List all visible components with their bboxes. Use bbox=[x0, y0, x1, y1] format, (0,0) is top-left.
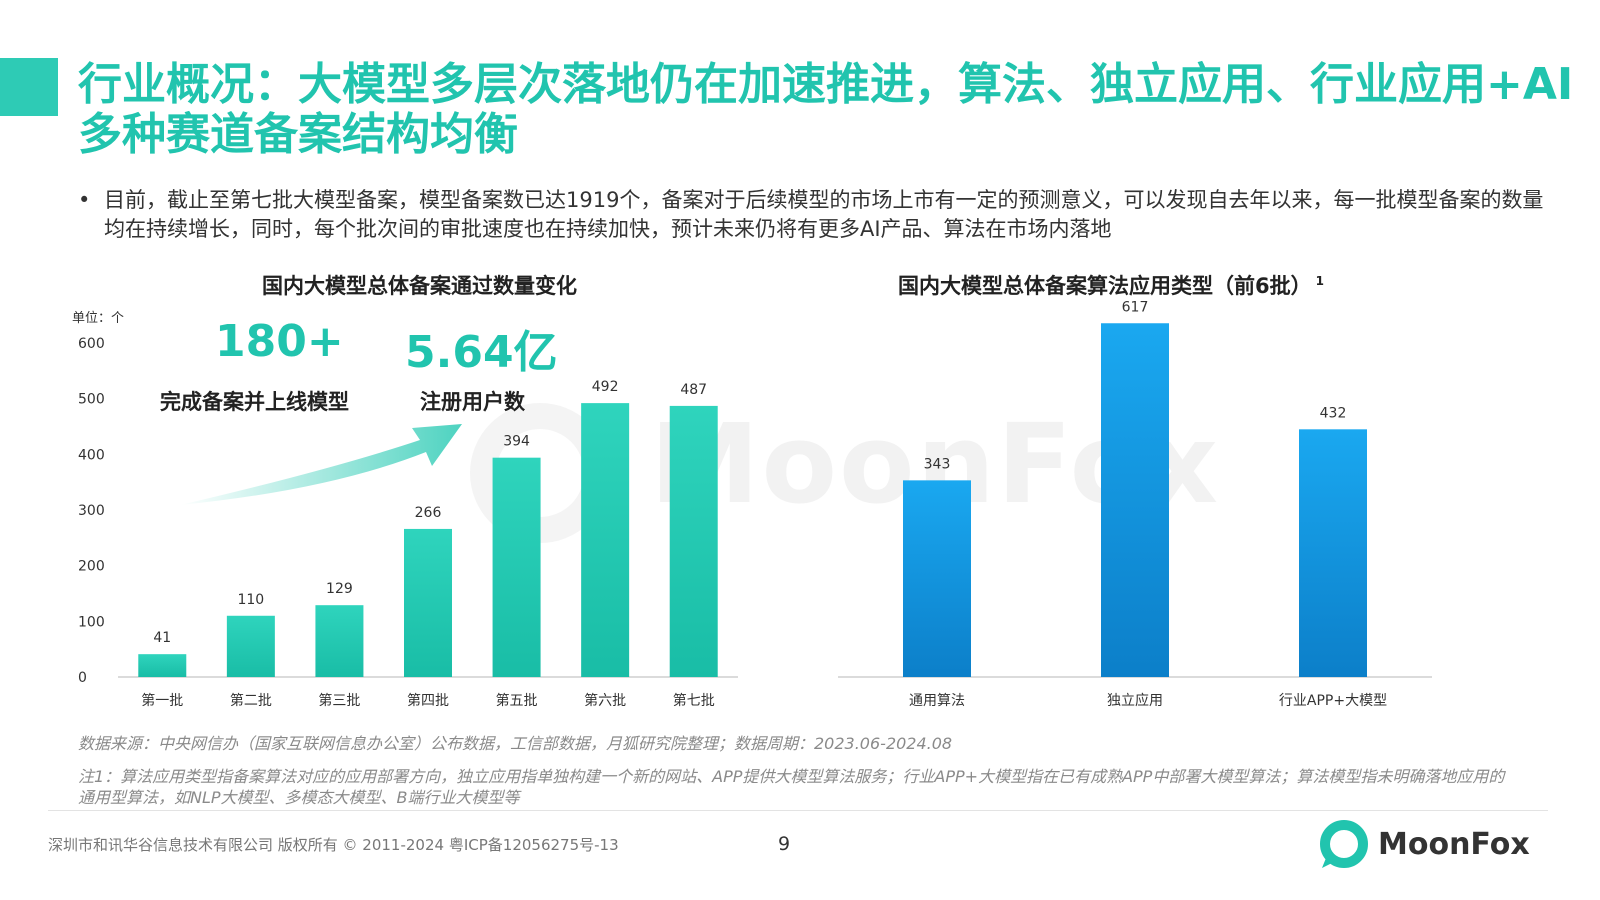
chart1-unit: 单位：个 bbox=[72, 311, 125, 326]
chart2-title-text: 国内大模型总体备案算法应用类型（前6批） bbox=[898, 274, 1312, 298]
brand-logo: MoonFox bbox=[1318, 818, 1530, 870]
chart2-title: 国内大模型总体备案算法应用类型（前6批） 1 bbox=[898, 270, 1324, 300]
chart1-bar-3 bbox=[404, 528, 452, 677]
title-accent-block bbox=[0, 58, 58, 116]
growth-arrow-icon bbox=[180, 424, 462, 505]
chart1-bar-2 bbox=[315, 605, 364, 677]
chart1-data-label-5: 492 bbox=[592, 379, 619, 395]
chart2-data-label-0: 343 bbox=[924, 456, 951, 472]
chart1-data-label-1: 110 bbox=[237, 592, 264, 608]
data-source: 数据来源：中央网信办（国家互联网信息办公室）公布数据，工信部数据，月狐研究院整理… bbox=[78, 734, 953, 753]
chart2-bar-1 bbox=[1101, 323, 1169, 677]
chart1-y-tick-6: 600 bbox=[78, 336, 105, 352]
highlight-users-label: 注册用户数 bbox=[420, 390, 525, 414]
chart1-category-label-0: 第一批 bbox=[141, 692, 183, 709]
chart1-data-label-4: 394 bbox=[503, 434, 530, 450]
chart1-category-label-4: 第五批 bbox=[496, 692, 538, 709]
chart1-bar-1 bbox=[226, 615, 275, 677]
chart2-category-label-0: 通用算法 bbox=[909, 693, 965, 709]
chart1-y-tick-4: 400 bbox=[78, 447, 105, 463]
chart2-title-footnote: 1 bbox=[1315, 274, 1324, 288]
logo-text: MoonFox bbox=[1378, 826, 1530, 862]
chart1-bar-0 bbox=[138, 654, 187, 677]
chart1-bar-5 bbox=[581, 403, 630, 677]
highlight-models-label: 完成备案并上线模型 bbox=[160, 390, 349, 414]
chart2-bar-2 bbox=[1299, 429, 1367, 677]
page-title: 行业概况：大模型多层次落地仍在加速推进，算法、独立应用、行业应用+AI多种赛道备… bbox=[78, 59, 1574, 160]
chart1-data-label-0: 41 bbox=[153, 630, 171, 646]
chart2-category-label-2: 行业APP+大模型 bbox=[1279, 693, 1387, 709]
chart2-bar-0 bbox=[903, 480, 971, 677]
moonfox-logo-icon bbox=[1320, 820, 1368, 868]
chart1-y-tick-2: 200 bbox=[78, 559, 105, 575]
chart1-title: 国内大模型总体备案通过数量变化 bbox=[262, 274, 577, 298]
chart1-y-tick-1: 100 bbox=[78, 614, 105, 630]
chart1-data-label-2: 129 bbox=[326, 581, 353, 597]
chart1-data-label-3: 266 bbox=[415, 505, 442, 521]
chart1-y-tick-0: 0 bbox=[78, 670, 87, 686]
highlight-models-value: 180+ bbox=[215, 316, 344, 367]
highlight-users-value: 5.64亿 bbox=[405, 327, 558, 378]
bullet-dot-icon: • bbox=[78, 188, 91, 212]
footnote: 注1：算法应用类型指备案算法对应的应用部署方向，独立应用指单独构建一个新的网站、… bbox=[78, 767, 1505, 807]
chart2-data-label-2: 432 bbox=[1320, 405, 1347, 421]
chart1-category-label-5: 第六批 bbox=[584, 692, 626, 709]
chart1-bar-4 bbox=[492, 457, 541, 677]
chart1-data-label-6: 487 bbox=[680, 382, 707, 398]
chart1-y-tick-3: 300 bbox=[78, 503, 105, 519]
chart2-category-label-1: 独立应用 bbox=[1107, 692, 1163, 709]
footer-divider bbox=[48, 810, 1548, 811]
chart1-category-label-6: 第七批 bbox=[673, 692, 715, 709]
chart1-category-label-3: 第四批 bbox=[407, 692, 449, 709]
summary-bullet: • 目前，截止至第七批大模型备案，模型备案数已达1919个，备案对于后续模型的市… bbox=[78, 186, 1548, 244]
copyright: 深圳市和讯华谷信息技术有限公司 版权所有 © 2011-2024 粤ICP备12… bbox=[48, 836, 619, 854]
chart1-y-tick-5: 500 bbox=[78, 392, 105, 408]
page-number: 9 bbox=[778, 833, 791, 855]
chart2-data-label-1: 617 bbox=[1122, 299, 1149, 315]
chart1-bar-6 bbox=[669, 405, 718, 677]
summary-text: 目前，截止至第七批大模型备案，模型备案数已达1919个，备案对于后续模型的市场上… bbox=[104, 188, 1544, 241]
chart1-category-label-2: 第三批 bbox=[318, 692, 360, 709]
chart1-category-label-1: 第二批 bbox=[230, 692, 272, 709]
